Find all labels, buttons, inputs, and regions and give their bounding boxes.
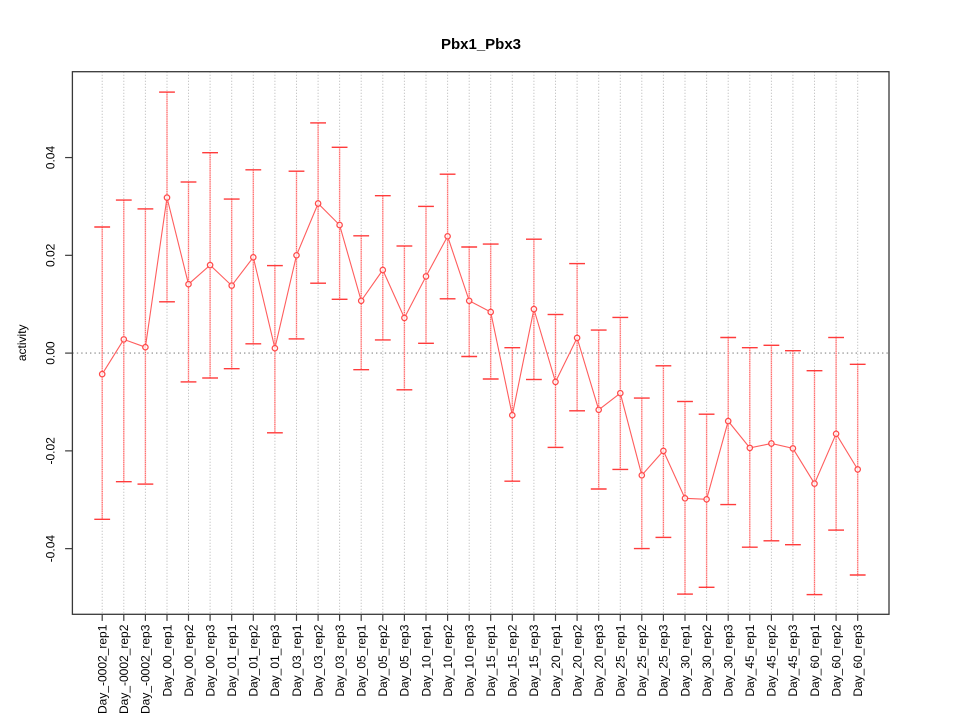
svg-text:Day_60_rep2: Day_60_rep2: [829, 624, 843, 696]
svg-text:Day_01_rep2: Day_01_rep2: [247, 624, 261, 696]
svg-text:0.04: 0.04: [44, 146, 58, 170]
svg-text:activity: activity: [15, 324, 29, 361]
svg-text:Day_45_rep3: Day_45_rep3: [786, 624, 800, 696]
svg-text:Day_-0002_rep3: Day_-0002_rep3: [139, 624, 153, 714]
svg-text:0.00: 0.00: [44, 341, 58, 365]
svg-text:Day_03_rep3: Day_03_rep3: [333, 624, 347, 696]
svg-text:Day_60_rep1: Day_60_rep1: [808, 624, 822, 696]
svg-text:Day_30_rep2: Day_30_rep2: [700, 624, 714, 696]
svg-text:Day_20_rep1: Day_20_rep1: [549, 624, 563, 696]
svg-text:Day_10_rep1: Day_10_rep1: [419, 624, 433, 696]
svg-text:Day_00_rep2: Day_00_rep2: [182, 624, 196, 696]
svg-text:Day_15_rep2: Day_15_rep2: [506, 624, 520, 696]
svg-text:Day_10_rep2: Day_10_rep2: [441, 624, 455, 696]
svg-text:Day_10_rep3: Day_10_rep3: [463, 624, 477, 696]
svg-text:Day_45_rep1: Day_45_rep1: [743, 624, 757, 696]
svg-text:Day_60_rep3: Day_60_rep3: [851, 624, 865, 696]
svg-text:Day_25_rep2: Day_25_rep2: [635, 624, 649, 696]
svg-text:Day_25_rep3: Day_25_rep3: [657, 624, 671, 696]
svg-text:Day_05_rep1: Day_05_rep1: [355, 624, 369, 696]
svg-text:Day_20_rep2: Day_20_rep2: [570, 624, 584, 696]
svg-text:Day_03_rep1: Day_03_rep1: [290, 624, 304, 696]
svg-text:Day_25_rep1: Day_25_rep1: [614, 624, 628, 696]
svg-text:Day_05_rep2: Day_05_rep2: [376, 624, 390, 696]
svg-text:Day_15_rep3: Day_15_rep3: [527, 624, 541, 696]
svg-text:-0.02: -0.02: [44, 437, 58, 465]
svg-text:-0.04: -0.04: [44, 535, 58, 563]
svg-text:Day_00_rep1: Day_00_rep1: [160, 624, 174, 696]
svg-text:Day_30_rep1: Day_30_rep1: [678, 624, 692, 696]
svg-text:Day_15_rep1: Day_15_rep1: [484, 624, 498, 696]
svg-text:Day_20_rep3: Day_20_rep3: [592, 624, 606, 696]
svg-text:Day_-0002_rep2: Day_-0002_rep2: [117, 624, 131, 714]
svg-text:Day_05_rep3: Day_05_rep3: [398, 624, 412, 696]
svg-text:Pbx1_Pbx3: Pbx1_Pbx3: [441, 36, 521, 53]
svg-text:Day_-0002_rep1: Day_-0002_rep1: [96, 624, 110, 714]
svg-text:Day_01_rep1: Day_01_rep1: [225, 624, 239, 696]
svg-text:Day_00_rep3: Day_00_rep3: [203, 624, 217, 696]
svg-text:Day_30_rep3: Day_30_rep3: [722, 624, 736, 696]
svg-text:Day_01_rep3: Day_01_rep3: [268, 624, 282, 696]
svg-text:Day_03_rep2: Day_03_rep2: [311, 624, 325, 696]
svg-text:0.02: 0.02: [44, 243, 58, 267]
svg-text:Day_45_rep2: Day_45_rep2: [765, 624, 779, 696]
